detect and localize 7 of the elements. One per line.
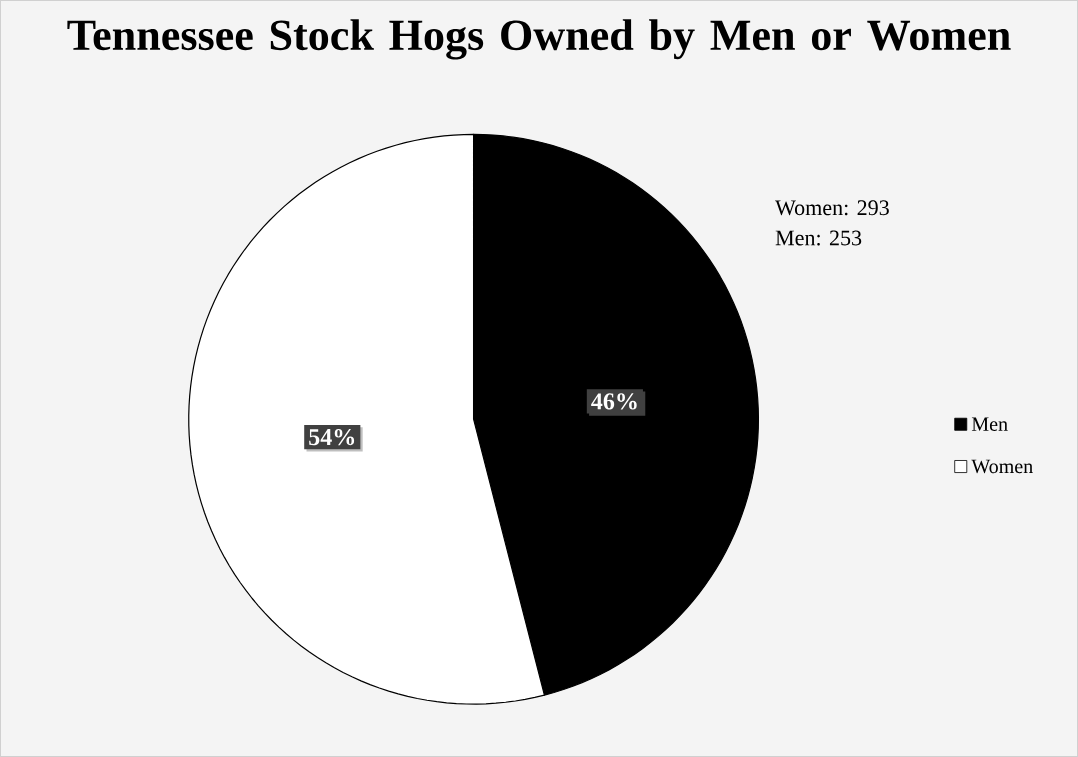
text: Men: 253: [775, 230, 862, 246]
text: Women: 293: [775, 200, 889, 216]
data-label: 54%: [309, 428, 355, 446]
legend-label: Women: [971, 459, 1033, 474]
chart-title: Tennessee Stock Hogs Owned by Men or Women: [67, 19, 1011, 60]
data-label: 46%: [591, 393, 637, 410]
legend-label: Men: [971, 417, 1008, 431]
